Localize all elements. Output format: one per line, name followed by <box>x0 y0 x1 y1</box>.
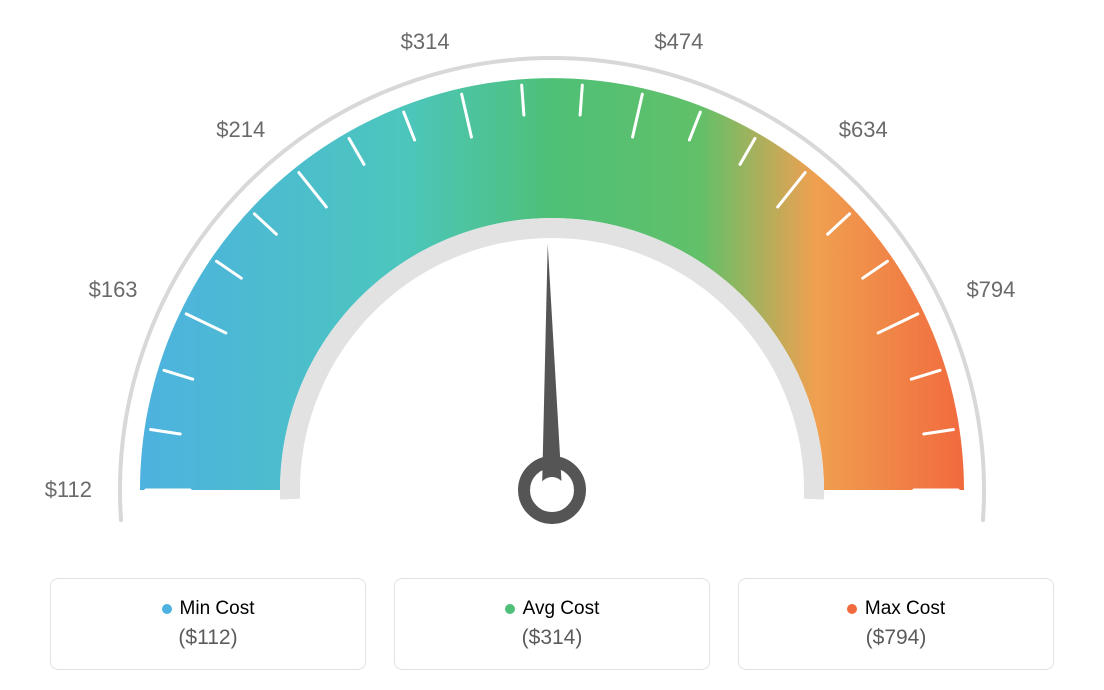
avg-value: ($314) <box>522 626 583 650</box>
summary-cards: Min Cost ($112) Avg Cost ($314) Max Cost… <box>50 578 1054 670</box>
min-label: Min Cost <box>180 598 255 620</box>
card-header: Min Cost <box>162 598 255 620</box>
min-cost-card: Min Cost ($112) <box>50 578 366 670</box>
tick-label: $634 <box>839 117 888 143</box>
avg-dot-icon <box>505 604 515 614</box>
card-header: Avg Cost <box>505 598 600 620</box>
tick-label: $474 <box>654 29 703 55</box>
tick-label: $794 <box>966 277 1015 303</box>
max-value: ($794) <box>866 626 927 650</box>
max-dot-icon <box>847 604 857 614</box>
gauge-svg <box>102 10 1002 550</box>
gauge-chart: $112 $163 $214 $314 $474 $634 $794 <box>0 0 1104 560</box>
card-header: Max Cost <box>847 598 945 620</box>
avg-label: Avg Cost <box>523 598 600 620</box>
avg-cost-card: Avg Cost ($314) <box>394 578 710 670</box>
tick-label: $112 <box>45 477 92 503</box>
tick-label: $214 <box>216 117 265 143</box>
max-label: Max Cost <box>865 598 945 620</box>
tick-label: $163 <box>89 277 138 303</box>
max-cost-card: Max Cost ($794) <box>738 578 1054 670</box>
min-dot-icon <box>162 604 172 614</box>
min-value: ($112) <box>178 626 237 650</box>
tick-label: $314 <box>401 29 450 55</box>
